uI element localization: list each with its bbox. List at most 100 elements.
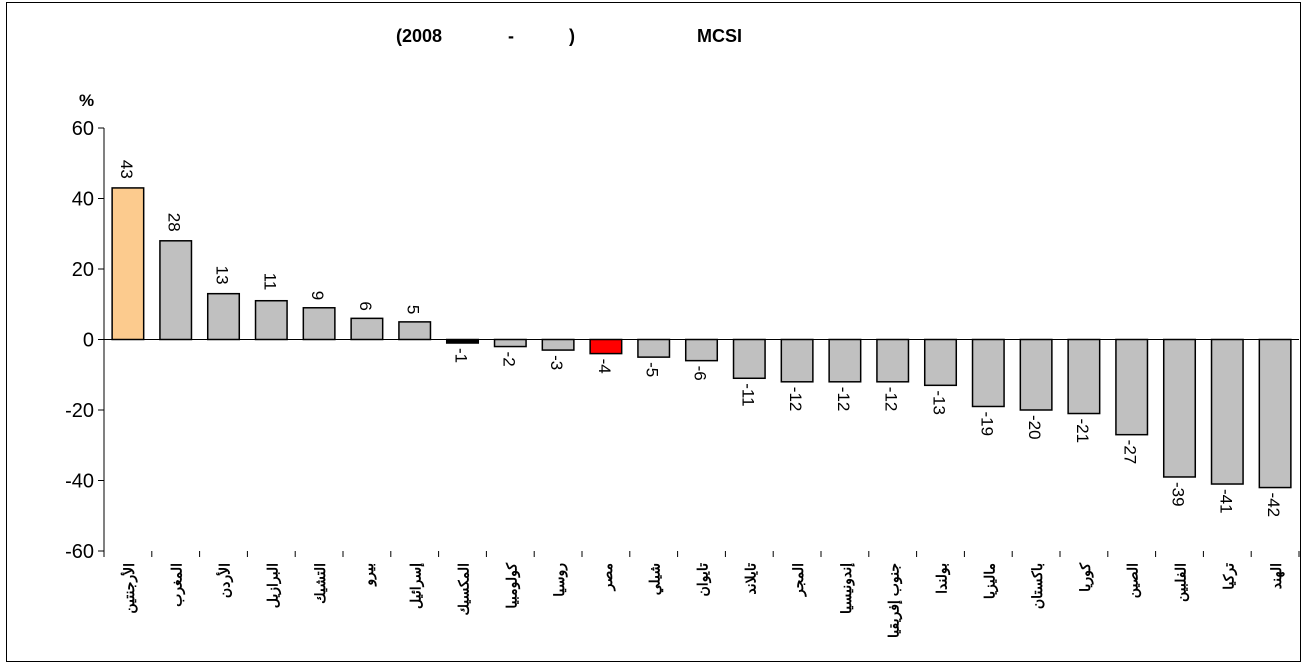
bar-15 xyxy=(829,340,861,382)
category-label: كوريا xyxy=(1077,563,1094,592)
data-label: 28 xyxy=(165,213,184,232)
category-label-group: المغرب xyxy=(169,563,186,607)
category-label-group: باكستان xyxy=(1029,563,1045,609)
category-label-group: المكسيك xyxy=(456,563,472,616)
data-label-group: -1 xyxy=(452,348,471,363)
category-label: تايوان xyxy=(695,563,712,597)
y-tick-label: 0 xyxy=(83,330,94,352)
category-label-group: روسيا xyxy=(551,563,568,597)
data-label: 9 xyxy=(308,291,327,300)
category-label: الفلبين xyxy=(1173,563,1190,602)
data-label: -12 xyxy=(786,387,805,412)
category-label-group: كوريا xyxy=(1077,563,1094,592)
data-label-group: -42 xyxy=(1264,493,1283,518)
data-label-group: -4 xyxy=(595,359,614,374)
y-tick-label: -20 xyxy=(65,400,94,422)
category-label: روسيا xyxy=(551,563,568,597)
bar-8 xyxy=(495,340,527,347)
data-label-group: 43 xyxy=(117,160,136,179)
bar-18 xyxy=(973,340,1005,407)
data-label-group: 28 xyxy=(165,213,184,232)
data-label-group: -6 xyxy=(691,366,710,381)
bar-14 xyxy=(781,340,813,382)
category-labels: الأرجنتين المغرب الأردن البرازيل التشيك بيرو إ… xyxy=(120,563,1285,638)
bar-20 xyxy=(1068,340,1100,414)
data-label-group: -21 xyxy=(1073,419,1092,444)
bar-5 xyxy=(351,318,383,339)
data-label-group: 9 xyxy=(308,291,327,300)
category-label-group: مصر xyxy=(599,563,616,591)
bar-7 xyxy=(447,340,479,344)
data-label-group: -3 xyxy=(547,355,566,370)
data-label: 43 xyxy=(117,160,136,179)
bar-17 xyxy=(925,340,957,386)
bar-1 xyxy=(160,241,192,340)
category-label: كولومبيا xyxy=(503,563,520,609)
data-label-group: -13 xyxy=(930,390,949,415)
y-tick-label: 60 xyxy=(72,118,94,140)
bar-12 xyxy=(686,340,718,361)
bar-9 xyxy=(542,340,574,351)
data-label-group: -27 xyxy=(1121,440,1140,465)
title-part-paren: ) xyxy=(569,26,575,46)
data-label: 5 xyxy=(404,305,423,314)
category-label: الصين xyxy=(1125,563,1142,598)
y-tick-label: 40 xyxy=(72,189,94,211)
title-part-mcsi: MCSI xyxy=(697,26,742,46)
bar-11 xyxy=(638,340,670,358)
title-part-year: (2008 xyxy=(396,26,442,46)
y-tick-label: 20 xyxy=(72,259,94,281)
category-label: بولندا xyxy=(934,563,951,594)
category-label-group: تركيا xyxy=(1220,563,1237,590)
category-label-group: بولندا xyxy=(934,563,951,594)
data-label: -2 xyxy=(499,352,518,367)
data-label: -41 xyxy=(1216,489,1235,514)
category-label: تركيا xyxy=(1220,563,1237,590)
category-label: المجر xyxy=(790,563,807,597)
data-label: -3 xyxy=(547,355,566,370)
category-label-group: إسرائيل xyxy=(408,563,426,609)
category-label: ماليزيا xyxy=(981,563,998,599)
data-label-group: -2 xyxy=(499,352,518,367)
data-label: -20 xyxy=(1025,415,1044,440)
bar-13 xyxy=(734,340,766,379)
category-label: الأرجنتين xyxy=(120,563,138,614)
bar-21 xyxy=(1116,340,1148,435)
category-label: المكسيك xyxy=(456,563,472,616)
data-labels: 43 28 13 11 9 6 5 -1 -2 -3 -4 -5 -6 -11 -12 -12 -12 -13 -1… xyxy=(117,160,1283,517)
data-label: -42 xyxy=(1264,493,1283,518)
category-label-group: بيرو xyxy=(360,563,377,587)
data-label: -12 xyxy=(834,387,853,412)
category-label: مصر xyxy=(599,563,616,591)
category-label-group: الفلبين xyxy=(1173,563,1190,602)
y-tick-label: -60 xyxy=(65,541,94,563)
data-label-group: 13 xyxy=(213,266,232,285)
data-label: 13 xyxy=(213,266,232,285)
category-label: بيرو xyxy=(360,563,377,587)
bar-6 xyxy=(399,322,431,340)
category-label-group: الهند xyxy=(1268,563,1285,589)
data-label: -19 xyxy=(977,411,996,436)
bar-0 xyxy=(112,188,144,340)
bar-4 xyxy=(303,308,335,340)
data-label-group: -12 xyxy=(882,387,901,412)
category-label: الهند xyxy=(1268,563,1285,589)
bar-23 xyxy=(1212,340,1244,485)
data-label: 6 xyxy=(356,301,375,310)
category-label: الأردن xyxy=(216,563,234,598)
category-label: التشيك xyxy=(312,563,328,604)
data-label: -1 xyxy=(452,348,471,363)
category-label-group: الصين xyxy=(1125,563,1142,598)
data-label-group: -12 xyxy=(834,387,853,412)
data-label-group: 11 xyxy=(260,273,279,291)
bar-19 xyxy=(1020,340,1052,411)
data-label-group: -11 xyxy=(738,383,757,406)
data-label: -4 xyxy=(595,359,614,374)
category-label: المغرب xyxy=(169,563,186,607)
bar-2 xyxy=(208,294,240,340)
category-label-group: الأردن xyxy=(216,563,234,598)
chart-title: (2008 - ) MCSI xyxy=(396,26,742,46)
data-label-group: -12 xyxy=(786,387,805,412)
data-label: -39 xyxy=(1169,482,1188,507)
